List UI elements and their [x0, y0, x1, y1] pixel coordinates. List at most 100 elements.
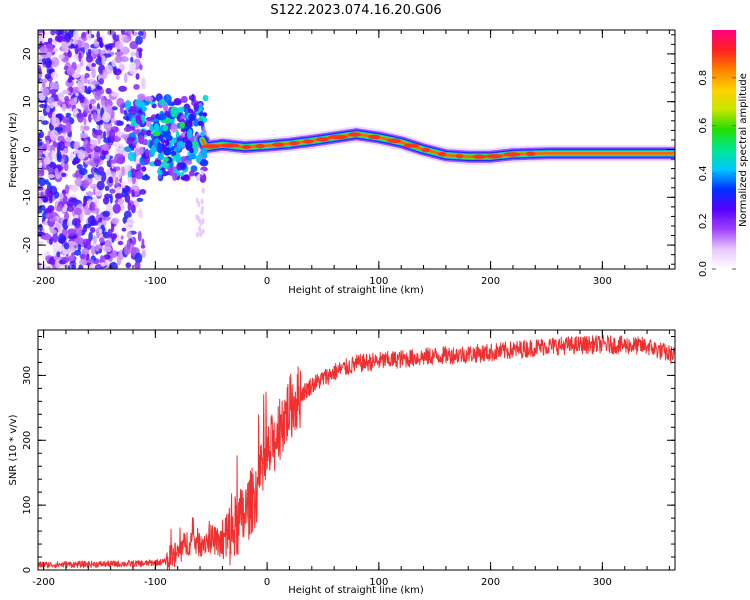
colorbar-tick-label: 0.4 — [698, 165, 709, 181]
heatmap-noise-cell — [111, 171, 117, 179]
colorbar-label: Normalized spectral amplitude — [738, 73, 749, 227]
heatmap-transition-cell — [157, 169, 163, 176]
heatmap-noise-cell — [58, 54, 65, 59]
heatmap-noise-cell — [56, 150, 62, 160]
heatmap-noise-cell — [93, 167, 99, 173]
heatmap-noise-cell — [95, 244, 100, 252]
heatmap-noise-cell — [76, 63, 82, 73]
heatmap-noise-cell — [111, 58, 117, 67]
heatmap-noise-cell — [38, 204, 46, 211]
heatmap-noise-cell — [78, 82, 85, 94]
heatmap-transition-cell — [131, 117, 136, 123]
heatmap-transition-cell — [164, 110, 170, 116]
heatmap-noise-cell — [139, 64, 143, 71]
heatmap-noise-cell — [109, 211, 113, 218]
heatmap-noise-cell — [141, 249, 146, 258]
heatmap-cluster-cell — [164, 117, 171, 124]
heatmap-ridge-peak — [348, 132, 362, 137]
heatmap-noise-cell — [57, 127, 63, 132]
heatmap-noise-cell — [38, 168, 45, 177]
heatmap-noise-cell — [138, 48, 142, 59]
heatmap-noise-cell — [48, 190, 54, 199]
heatmap-transition-cell — [127, 151, 136, 162]
heatmap-transition-cell — [172, 172, 178, 181]
heatmap-noise-cell — [91, 62, 96, 68]
heatmap-ridge-peak — [220, 143, 240, 148]
snr-y-tick-label: 0 — [22, 567, 33, 573]
heatmap-noise-cell — [109, 261, 118, 269]
heatmap-noise-cell — [92, 201, 96, 211]
heatmap-noise-cell — [103, 246, 112, 253]
heatmap-noise-cell — [93, 48, 100, 55]
heatmap-x-tick-label: 300 — [593, 276, 612, 287]
heatmap-noise-cell — [119, 143, 124, 152]
heatmap-cluster-cell — [188, 153, 197, 160]
heatmap-noise-cell — [98, 228, 103, 234]
heatmap-noise-cell — [101, 55, 106, 65]
heatmap-noise-cell — [100, 262, 106, 267]
heatmap-transition-cell — [130, 121, 138, 127]
heatmap-ridge-peak — [328, 134, 348, 140]
heatmap-noise-cell — [43, 196, 49, 203]
heatmap-noise-cell — [111, 92, 120, 97]
heatmap-noise-cell — [114, 40, 124, 50]
heatmap-noise-cell — [58, 30, 66, 35]
heatmap-noise-cell — [89, 227, 96, 233]
heatmap-cluster-cell — [156, 142, 163, 154]
heatmap-noise-cell — [48, 217, 58, 222]
heatmap-noise-cell — [52, 232, 58, 243]
heatmap-tail-cell — [197, 173, 201, 180]
heatmap-noise-cell — [58, 238, 64, 243]
heatmap-noise-cell — [71, 86, 80, 94]
heatmap-transition-cell — [170, 150, 177, 156]
heatmap-noise-cell — [133, 84, 140, 90]
heatmap-noise-cell — [57, 135, 65, 142]
heatmap-noise-cell — [44, 73, 51, 80]
heatmap-noise-cell — [106, 169, 112, 176]
heatmap-noise-cell — [96, 85, 103, 91]
heatmap-noise-cell — [38, 132, 42, 140]
heatmap-noise-cell — [67, 205, 75, 212]
heatmap-transition-cell — [137, 109, 143, 114]
colorbar-tick-label: 0.8 — [698, 70, 709, 86]
heatmap-noise-cell — [73, 30, 80, 40]
heatmap-noise-cell — [42, 86, 50, 97]
heatmap-transition-cell — [128, 106, 138, 116]
heatmap-tail-cell — [199, 220, 203, 226]
heatmap-noise-cell — [54, 191, 60, 199]
heatmap-noise-cell — [45, 266, 52, 269]
heatmap-noise-cell — [50, 229, 57, 235]
heatmap-transition-cell — [198, 102, 203, 112]
heatmap-ridge-peak — [525, 151, 536, 156]
heatmap-noise-cell — [43, 157, 51, 165]
heatmap-ridge-peak — [437, 152, 447, 157]
heatmap-transition-cell — [146, 129, 152, 137]
heatmap-noise-cell — [67, 246, 76, 253]
heatmap-transition-cell — [199, 173, 207, 183]
heatmap-noise-cell — [102, 130, 107, 140]
heatmap-noise-cell — [87, 48, 92, 55]
colorbar-gradient — [712, 30, 736, 269]
heatmap-noise-cell — [72, 217, 80, 224]
heatmap-noise-cell — [66, 67, 75, 76]
heatmap-tail-cell — [201, 228, 205, 235]
heatmap-transition-cell — [141, 114, 146, 125]
heatmap-cluster-cell — [200, 147, 208, 158]
heatmap-noise-cell — [82, 179, 90, 189]
heatmap-cluster-cell — [187, 118, 193, 128]
heatmap-tail-cell — [196, 231, 199, 238]
heatmap-noise-cell — [71, 159, 80, 165]
heatmap-noise-cell — [68, 100, 77, 105]
heatmap-transition-cell — [123, 126, 132, 132]
heatmap-noise-cell — [131, 204, 136, 214]
heatmap-noise-cell — [112, 203, 121, 214]
heatmap-noise-cell — [38, 156, 42, 165]
heatmap-transition-cell — [195, 154, 202, 163]
heatmap-noise-cell — [64, 32, 71, 43]
heatmap-noise-cell — [87, 85, 92, 95]
heatmap-noise-cell — [64, 211, 69, 222]
heatmap-noise-cell — [137, 230, 142, 242]
heatmap-noise-cell — [82, 125, 90, 131]
heatmap-noise-cell — [115, 186, 122, 194]
heatmap-noise-cell — [118, 198, 124, 205]
